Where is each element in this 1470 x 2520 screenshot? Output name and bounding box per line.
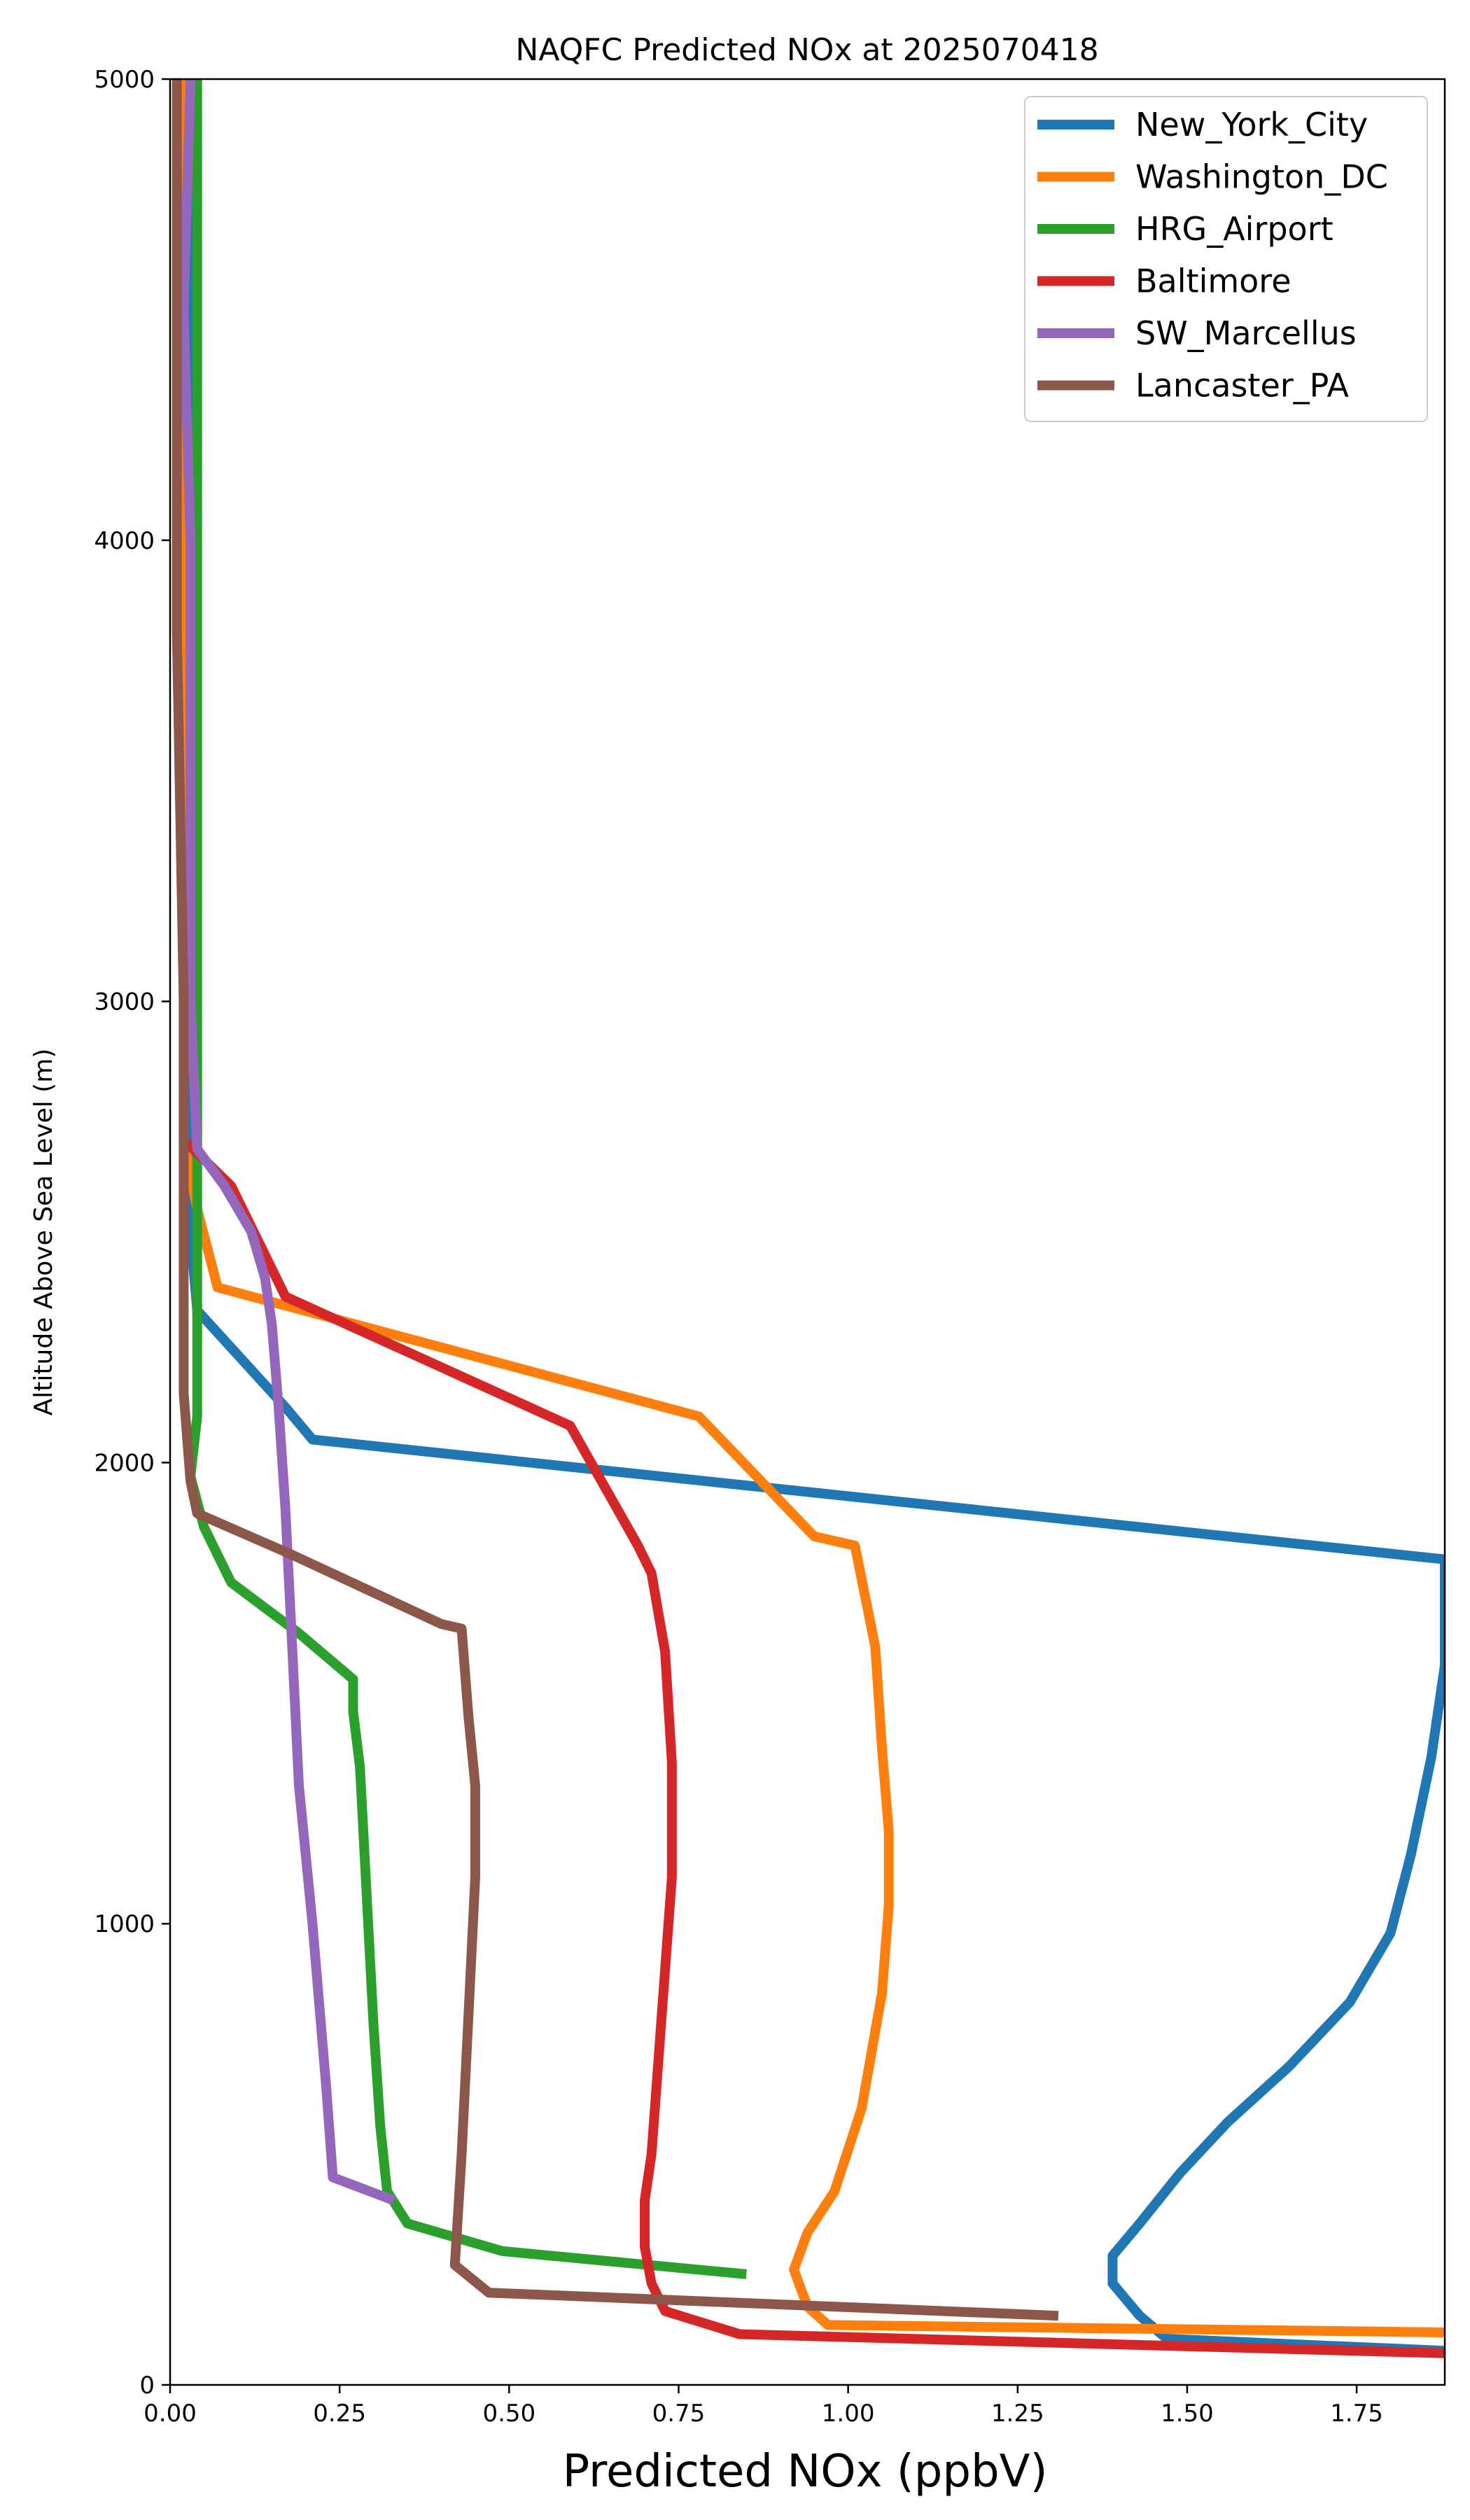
series-line-lancaster-pa bbox=[172, 79, 1059, 2321]
legend-label: HRG_Airport bbox=[1135, 210, 1334, 248]
y-tick-label: 0 bbox=[139, 2372, 155, 2400]
x-tick-label: 1.50 bbox=[1161, 2400, 1214, 2428]
legend-label: New_York_City bbox=[1135, 106, 1368, 144]
series-line-hrg-airport bbox=[186, 79, 747, 2279]
y-tick-label: 2000 bbox=[94, 1449, 155, 1477]
series-line-baltimore bbox=[180, 1136, 1445, 2358]
x-tick-label: 1.00 bbox=[822, 2400, 875, 2428]
x-tick-label: 1.25 bbox=[991, 2400, 1044, 2428]
y-tick-label: 4000 bbox=[94, 527, 155, 555]
x-axis-label: Predicted NOx (ppbV) bbox=[563, 2446, 1048, 2498]
x-axis: 0.00 0.25 0.50 0.75 1.00 1.25 1.50 1.75 bbox=[144, 2385, 1383, 2428]
legend: New_York_City Washington_DC HRG_Airport Bal… bbox=[1024, 96, 1428, 422]
x-tick-label: 0.75 bbox=[652, 2400, 706, 2428]
x-tick-label: 0.00 bbox=[144, 2400, 197, 2428]
y-tick-label: 1000 bbox=[94, 1910, 155, 1938]
legend-box bbox=[1024, 96, 1428, 422]
plot-frame bbox=[169, 78, 1446, 2386]
y-tick-label: 5000 bbox=[94, 66, 155, 94]
x-tick-label: 0.25 bbox=[313, 2400, 366, 2428]
legend-label: SW_Marcellus bbox=[1135, 314, 1357, 352]
x-tick-label: 0.50 bbox=[482, 2400, 536, 2428]
y-tick-label: 3000 bbox=[94, 988, 155, 1016]
series-line-sw-marcellus bbox=[178, 79, 396, 2206]
legend-label: Lancaster_PA bbox=[1135, 367, 1349, 405]
series-layer bbox=[172, 79, 1445, 2358]
x-tick-label: 1.75 bbox=[1330, 2400, 1383, 2428]
chart-title: NAQFC Predicted NOx at 2025070418 bbox=[515, 32, 1098, 68]
y-axis-label: Altitude Above Sea Level (m) bbox=[29, 1049, 58, 1416]
y-axis: 0 1000 2000 3000 4000 5000 bbox=[94, 66, 170, 2400]
legend-label: Baltimore bbox=[1135, 262, 1292, 300]
legend-label: Washington_DC bbox=[1135, 158, 1388, 196]
